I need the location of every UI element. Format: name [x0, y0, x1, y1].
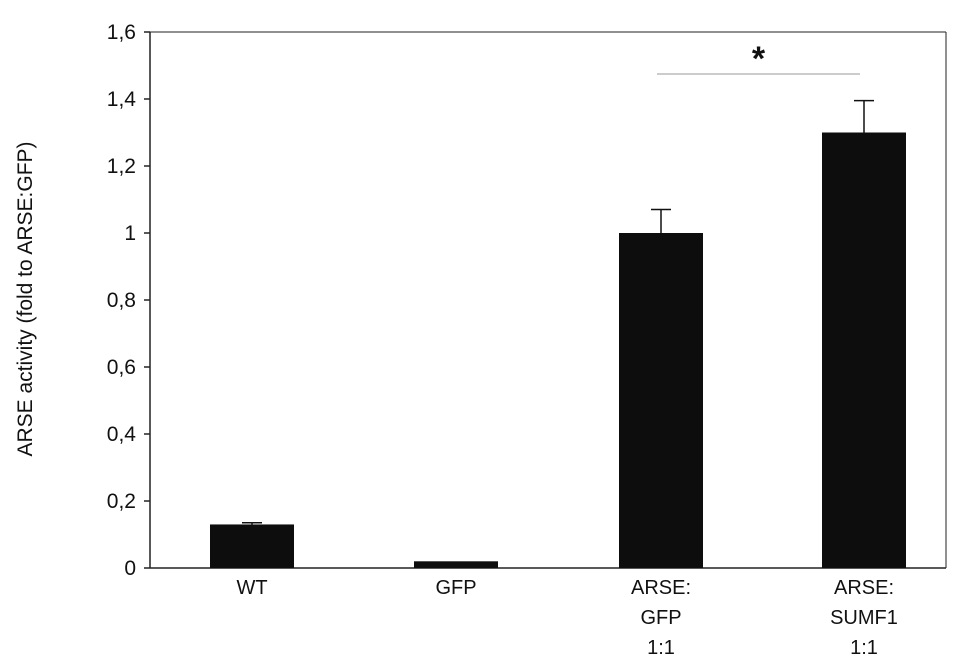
error-bars-group: [242, 99, 874, 525]
x-category-label-line: SUMF1: [830, 607, 898, 629]
x-category-label-line: GFP: [435, 577, 476, 599]
x-category-label-line: GFP: [640, 607, 681, 629]
bar: [210, 524, 294, 568]
x-category-label-line: ARSE:: [631, 577, 691, 599]
y-tick-label: 1,4: [107, 88, 137, 111]
y-tick-label: 0,6: [107, 356, 136, 379]
x-category-label: ARSE: SUMF1 1:1: [830, 577, 898, 659]
bar: [414, 561, 498, 568]
category-labels: WT GFP ARSE: GFP 1:1 ARSE: SUMF1 1:1: [236, 577, 897, 659]
x-category-label: GFP: [435, 577, 476, 599]
y-tick-label: 0,2: [107, 490, 136, 513]
x-category-label: ARSE: GFP 1:1: [631, 577, 691, 659]
significance-annotation: *: [657, 40, 860, 78]
y-tick-label: 0,4: [107, 423, 137, 446]
significance-star: *: [752, 40, 766, 78]
y-axis-label: ARSE activity (fold to ARSE:GFP): [14, 141, 37, 456]
y-tick-label: 1,2: [107, 155, 136, 178]
y-tick-label: 1: [124, 222, 136, 245]
y-tick-label: 0: [124, 557, 136, 580]
y-tick-label: 1,6: [107, 21, 136, 44]
bar: [619, 233, 703, 568]
x-category-label-line: 1:1: [850, 637, 878, 659]
x-category-label-line: WT: [236, 577, 267, 599]
y-axis-ticks: 0 0,2 0,4 0,6 0,8 1 1,2 1,4 1,6: [107, 21, 150, 580]
y-tick-label: 0,8: [107, 289, 136, 312]
bar: [822, 132, 906, 568]
bars-group: [210, 132, 906, 568]
x-category-label: WT: [236, 577, 267, 599]
x-category-label-line: 1:1: [647, 637, 675, 659]
x-category-label-line: ARSE:: [834, 577, 894, 599]
